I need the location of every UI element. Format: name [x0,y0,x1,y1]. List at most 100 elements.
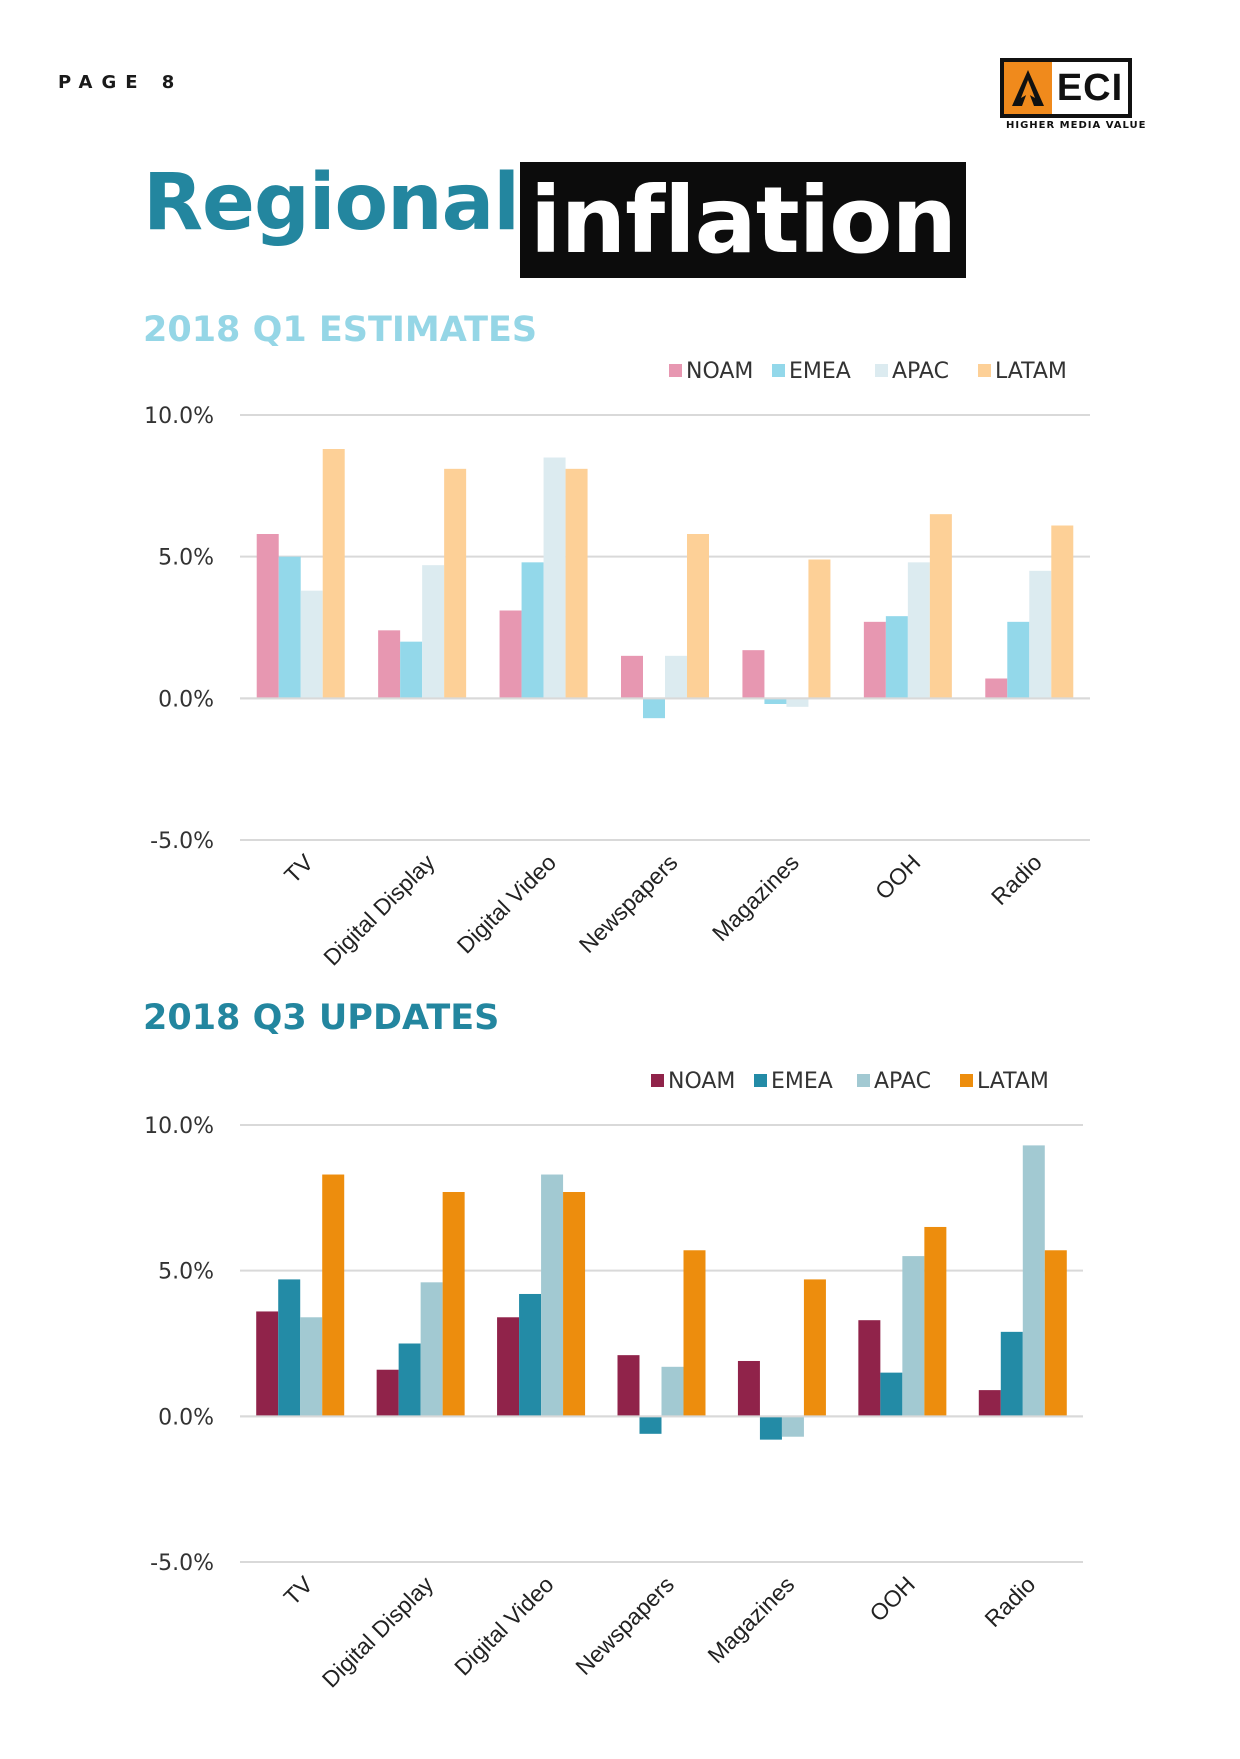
bar-apac-radio [1029,570,1052,699]
logo-arrow-icon [1004,62,1052,114]
bar-latam-newspapers [683,1250,706,1417]
bar-noam-newspapers [621,655,643,699]
bar-latam-radio [1044,1250,1067,1417]
bar-apac-magazines [781,1416,804,1437]
legend-label-emea: EMEA [771,1069,833,1094]
bar-emea-digital-video [519,1293,542,1417]
bar-apac-digital-display [422,565,445,699]
page-title-regional: Regional [143,158,520,248]
logo-wordmark: ECI [1056,66,1124,109]
bar-noam-digital-display [376,1369,399,1417]
bar-noam-magazines [742,650,765,699]
bar-latam-tv [322,449,345,699]
bar-noam-digital-video [499,610,522,699]
bar-latam-ooh [924,1226,947,1417]
bar-apac-magazines [786,698,809,707]
bar-emea-tv [278,556,301,699]
bar-apac-digital-video [543,457,566,699]
bar-apac-newspapers [661,1366,684,1417]
bar-apac-ooh [907,562,930,699]
legend-label-latam: LATAM [977,1069,1049,1094]
legend-swatch-apac [857,1074,870,1087]
section-title-q3: 2018 Q3 UPDATES [143,998,500,1038]
legend-label-noam: NOAM [686,359,753,384]
x-tick-label: Digital Display [317,1571,439,1693]
x-tick-label: TV [279,849,319,889]
bar-apac-newspapers [665,655,687,699]
bar-emea-radio [1000,1331,1023,1417]
x-tick-label: Magazines [702,1571,799,1668]
bar-noam-digital-video [497,1317,520,1417]
bar-noam-ooh [863,621,886,699]
logo-box: ECI [1000,58,1132,118]
bar-emea-newspapers [639,1416,662,1434]
bar-emea-magazines [759,1416,782,1440]
legend-label-apac: APAC [874,1069,931,1094]
bar-latam-newspapers [687,534,709,699]
y-tick-label: 5.0% [158,546,214,571]
legend-swatch-noam [651,1074,664,1087]
bar-emea-radio [1007,621,1030,699]
bar-apac-digital-video [541,1174,564,1417]
bar-noam-radio [985,678,1008,699]
y-tick-label: -5.0% [150,829,214,854]
bar-emea-newspapers [643,698,665,719]
bar-noam-tv [256,1311,279,1417]
x-tick-label: OOH [864,1571,919,1626]
x-tick-label: Newspapers [570,1571,679,1680]
eci-logo: ECI HIGHER MEDIA VALUE [1000,58,1160,134]
bar-apac-tv [300,590,323,699]
page-title-inflation: inflation [520,162,966,278]
legend-swatch-latam [960,1074,973,1087]
bar-apac-ooh [902,1256,925,1417]
chart-q1-estimates: 10.0% 5.0% 0.0% -5.0% TV Digital Display Digit… [144,359,1090,971]
bar-latam-digital-video [565,468,588,699]
y-tick-label: 10.0% [144,404,214,429]
bar-latam-digital-display [442,1192,465,1417]
bar-latam-ooh [929,514,952,699]
legend-swatch-emea [772,364,785,377]
x-tick-label: Digital Display [318,849,440,971]
legend-swatch-latam [978,364,991,377]
x-tick-label: TV [279,1571,319,1611]
legend-label-apac: APAC [892,359,949,384]
bar-apac-radio [1022,1145,1045,1417]
x-tick-label: Digital Video [452,849,561,958]
bar-noam-magazines [737,1360,760,1417]
bar-emea-tv [278,1279,301,1417]
x-tick-label: Newspapers [574,849,683,958]
y-tick-label: 10.0% [144,1114,214,1139]
chart-q3-updates: 10.0% 5.0% 0.0% -5.0% TV Digital Display Digit… [144,1069,1083,1693]
bar-latam-magazines [808,559,831,699]
y-tick-label: -5.0% [150,1551,214,1576]
bar-noam-radio [978,1390,1001,1417]
x-tick-label: Digital Video [449,1571,558,1680]
bar-noam-newspapers [617,1355,640,1417]
bar-noam-ooh [858,1320,881,1417]
bar-emea-digital-display [398,1343,421,1417]
bar-noam-tv [256,534,279,699]
x-tick-label: Radio [986,849,1047,910]
legend-swatch-noam [669,364,682,377]
bar-noam-digital-display [378,630,401,699]
bar-latam-digital-display [444,468,467,699]
bar-latam-radio [1051,525,1074,699]
x-tick-label: OOH [870,849,925,904]
bar-latam-tv [322,1174,345,1417]
legend-swatch-apac [875,364,888,377]
bar-latam-magazines [803,1279,826,1417]
bar-emea-ooh [880,1372,903,1417]
y-tick-label: 0.0% [158,687,214,712]
legend-label-latam: LATAM [995,359,1067,384]
bar-emea-ooh [885,616,908,699]
section-title-q1: 2018 Q1 ESTIMATES [143,310,538,350]
page-number: PAGE 8 [58,72,184,93]
bar-emea-digital-video [521,562,544,699]
y-tick-label: 0.0% [158,1405,214,1430]
x-tick-label: Magazines [707,849,804,946]
bar-apac-tv [300,1317,323,1417]
bar-latam-digital-video [563,1192,586,1417]
bar-apac-digital-display [420,1282,443,1417]
x-tick-label: Radio [979,1571,1040,1632]
y-tick-label: 5.0% [158,1260,214,1285]
